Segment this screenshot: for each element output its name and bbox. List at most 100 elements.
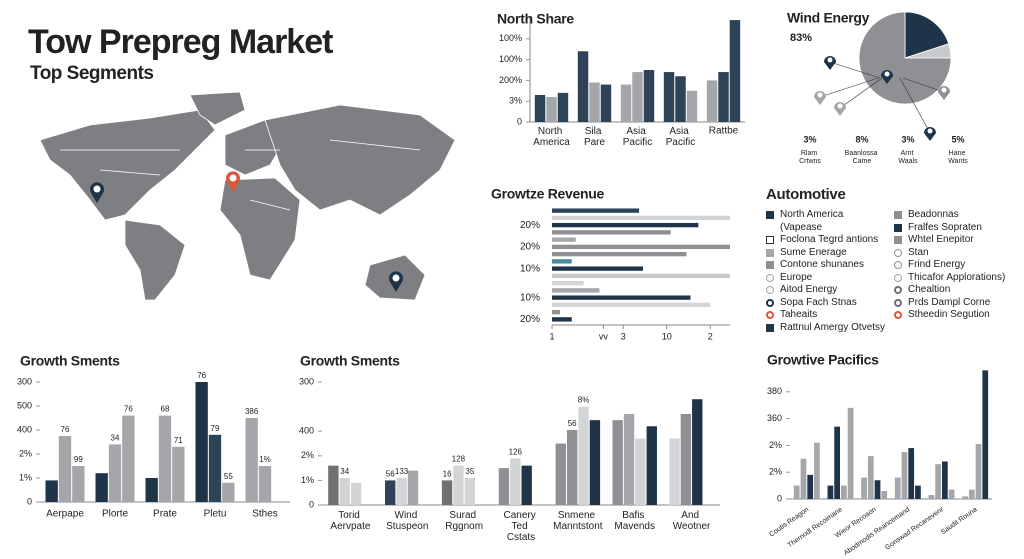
x-tick-label: vv <box>599 331 609 341</box>
bar <box>847 407 854 499</box>
bar <box>894 477 901 499</box>
bar <box>975 444 982 499</box>
legend-marker <box>894 223 902 232</box>
bar <box>834 426 840 499</box>
callout-pin <box>834 102 846 116</box>
bar <box>982 370 989 499</box>
bar <box>663 72 675 122</box>
bar <box>915 485 921 499</box>
bar <box>195 382 208 502</box>
bar <box>908 448 915 499</box>
bar <box>453 465 464 505</box>
bar <box>578 406 589 505</box>
legend-label: North America (Vapease <box>780 209 844 233</box>
bar <box>874 480 881 499</box>
y-tick-label: 360 <box>767 413 782 423</box>
legend-item: Prds Dampl Corne <box>894 297 1014 310</box>
callout-line <box>829 61 881 79</box>
continent <box>124 219 186 301</box>
callout-value: 8% <box>855 134 868 144</box>
page-subtitle: Top Segments <box>30 63 154 84</box>
bar <box>552 317 572 322</box>
legend-marker <box>766 248 774 257</box>
y-tick-label: 100% <box>499 33 522 43</box>
continent <box>219 177 301 281</box>
callout-label: Rlam Crtwns <box>799 150 821 165</box>
y-tick-label: 400 <box>299 426 314 436</box>
bar <box>45 480 58 502</box>
legend-item: Stheedin Segution <box>894 309 1014 322</box>
pin-dot <box>392 274 400 282</box>
y-tick-label: 3% <box>509 96 522 106</box>
bar <box>407 470 419 505</box>
y-tick-label: 20% <box>520 242 540 253</box>
legend-label: Stheedin Segution <box>908 309 990 320</box>
bar <box>675 76 686 122</box>
data-label: 16 <box>443 470 452 479</box>
data-label: 128 <box>452 455 466 464</box>
page-title: Tow Prepreg Market <box>28 23 333 61</box>
callout-label: Hane Wants <box>948 150 968 165</box>
legend-item: Sopa Fach Stnas <box>766 297 886 310</box>
x-tick-label: Pletu <box>204 509 227 520</box>
bar <box>807 474 814 499</box>
x-tick-label: Aerpape <box>46 509 84 520</box>
x-tick-label: 1 <box>549 331 554 341</box>
legend-item: Whtel Enepitor <box>894 234 1014 247</box>
x-tick-label: Plorte <box>102 509 129 520</box>
legend-label: Sopa Fach Stnas <box>780 296 857 308</box>
x-tick-label: Rattbe <box>709 126 739 137</box>
bar <box>620 84 632 122</box>
bar <box>208 434 222 502</box>
chart-title: Growth Sments <box>20 353 120 369</box>
legend-label: Beadonnas <box>908 209 959 220</box>
chart-subtitle: 83% <box>790 32 812 44</box>
x-tick-label: North America <box>533 126 570 148</box>
bar <box>108 444 122 502</box>
chart-title: Growtive Pacifics <box>767 352 879 368</box>
y-tick-label: 2% <box>769 440 782 450</box>
data-label: 68 <box>161 405 170 414</box>
bar <box>552 302 711 308</box>
y-tick-label: 0 <box>517 116 522 126</box>
data-label: 79 <box>211 424 220 433</box>
chart-title: North Share <box>497 11 574 27</box>
legend-marker <box>766 211 774 219</box>
bar <box>552 215 730 221</box>
bar <box>58 436 72 502</box>
bar <box>632 72 643 122</box>
y-tick-label: 1% <box>19 472 32 482</box>
bar <box>552 309 560 315</box>
border <box>60 139 421 211</box>
data-label: 76 <box>124 405 133 414</box>
callout-value: 3% <box>901 134 914 144</box>
legend-item: North America (Vapease <box>766 209 886 234</box>
x-tick-label: Canery Ted Cstats <box>503 510 538 543</box>
y-tick-label: 0 <box>777 493 782 503</box>
y-tick-label: 20% <box>520 314 540 325</box>
bar <box>552 244 730 250</box>
legend-marker <box>894 311 902 319</box>
data-label: 386 <box>245 407 259 416</box>
data-label: 1% <box>259 455 271 464</box>
bar <box>962 496 968 499</box>
pin-dot <box>941 87 947 93</box>
x-tick-label: Asia Pacific <box>666 126 695 148</box>
bar <box>968 489 975 499</box>
bar <box>552 259 572 264</box>
pin-dot <box>837 103 843 109</box>
map-pin <box>389 271 403 292</box>
x-tick-label: Surad Rggnom <box>445 510 483 532</box>
legend-marker <box>766 298 774 307</box>
legend-marker <box>766 311 774 319</box>
y-tick-label: 300 <box>299 376 314 386</box>
bar <box>172 446 185 502</box>
bar <box>635 438 646 505</box>
data-label: 56 <box>568 419 577 428</box>
legend-column: North America (Vapease Foclona Tegrd anti… <box>766 209 886 334</box>
legend-marker <box>894 236 902 244</box>
x-tick-label: Gonswad Recanevenr <box>884 506 945 552</box>
callout-line <box>839 77 883 109</box>
world-map <box>39 91 456 301</box>
